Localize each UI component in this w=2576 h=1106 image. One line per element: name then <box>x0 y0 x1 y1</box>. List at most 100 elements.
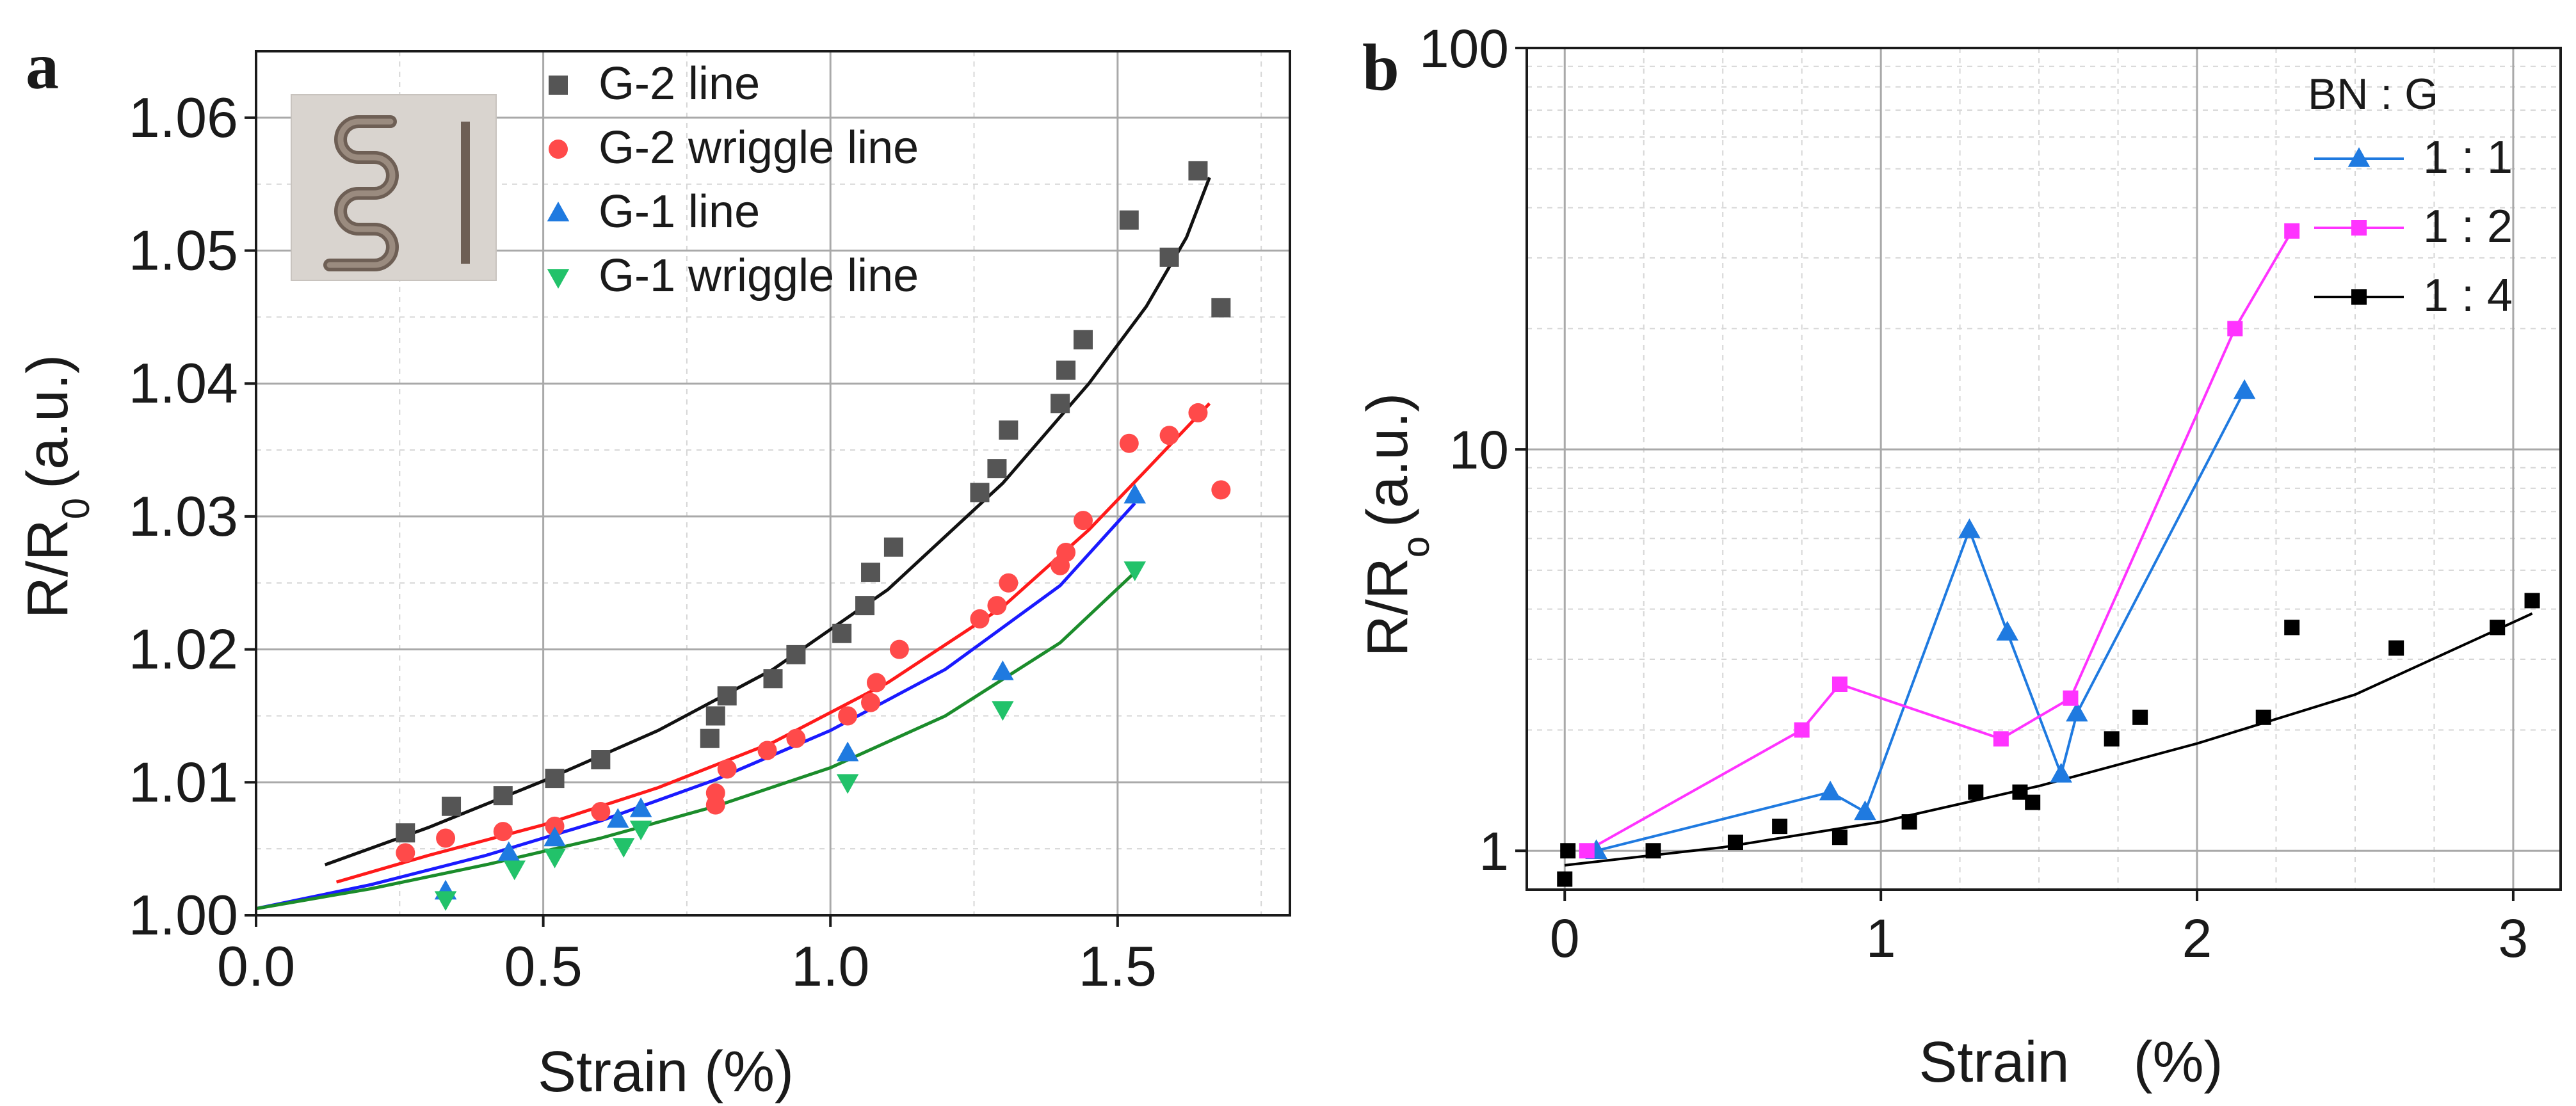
y-tick-label: 1.05 <box>129 219 238 282</box>
legend-label: G-2 wriggle line <box>599 122 919 173</box>
data-point-g-2-wriggle-line <box>717 759 737 779</box>
data-point-g-2-wriggle-line <box>1074 511 1093 531</box>
data-point-1-to-4 <box>1772 819 1788 835</box>
series-line-1-to-1 <box>1596 390 2246 853</box>
data-point-1-to-4 <box>2132 709 2148 725</box>
data-point-g-2-wriggle-line <box>1188 403 1208 422</box>
data-point-g-2-wriggle-line <box>396 843 415 863</box>
panel-b-letter: b <box>1362 31 1399 104</box>
legend-marker <box>547 202 570 221</box>
x-tick-label: 1 <box>1866 908 1896 968</box>
y-tick-label: 1 <box>1479 821 1509 881</box>
data-point-g-2-line <box>1119 210 1139 230</box>
data-point-1-to-4 <box>2490 620 2506 636</box>
data-point-g-1-wriggle-line <box>629 821 652 840</box>
y-tick-label: 1.01 <box>129 750 238 813</box>
data-point-g-2-wriggle-line <box>757 741 777 760</box>
data-point-g-2-line <box>1056 360 1076 380</box>
legend-marker <box>2347 147 2371 167</box>
data-point-g-2-wriggle-line <box>591 802 611 821</box>
data-point-g-1-wriggle-line <box>434 891 457 911</box>
data-point-g-1-line <box>629 797 652 817</box>
data-point-g-2-wriggle-line <box>838 706 858 726</box>
data-point-g-2-line <box>832 623 852 643</box>
data-point-g-2-line <box>861 563 881 582</box>
data-point-1-to-4 <box>1901 814 1917 830</box>
data-point-g-1-wriggle-line <box>612 838 635 858</box>
data-point-1-to-4 <box>2255 709 2271 725</box>
y-tick-label: 1.03 <box>129 485 238 548</box>
y-tick-label: 1.02 <box>129 618 238 681</box>
panel-b-ylabel: R/Ro(a.u.) <box>1356 393 1437 657</box>
data-point-g-2-wriggle-line <box>1159 426 1179 445</box>
data-point-g-1-line <box>497 841 520 862</box>
data-point-g-2-line <box>1159 247 1179 267</box>
panel-a-letter: a <box>26 29 59 103</box>
data-point-g-2-wriggle-line <box>889 639 909 659</box>
legend-label: G-1 wriggle line <box>599 250 919 301</box>
data-point-g-2-line <box>970 483 990 502</box>
data-point-g-2-line <box>700 728 720 748</box>
data-point-1-to-1 <box>1819 780 1842 801</box>
y-tick-label: 1.06 <box>129 86 238 149</box>
data-point-1-to-4 <box>1968 784 1984 800</box>
y-tick-label: 1.00 <box>129 883 238 947</box>
data-point-1-to-2 <box>1993 731 2009 747</box>
legend-marker <box>549 76 568 95</box>
fit-curve-g-1-wriggle-line <box>255 571 1136 911</box>
data-point-g-2-line <box>545 769 565 789</box>
data-point-g-2-line <box>717 686 737 706</box>
x-tick-label: 3 <box>2499 908 2529 968</box>
data-point-g-1-wriggle-line <box>503 860 526 881</box>
data-point-1-to-4 <box>2012 784 2028 800</box>
data-point-1-to-4 <box>1645 843 1661 859</box>
data-point-g-2-wriggle-line <box>970 609 990 629</box>
legend-marker <box>2351 220 2367 236</box>
svg-text:R/Ro(a.u.): R/Ro(a.u.) <box>1356 393 1437 657</box>
x-tick-label: 0 <box>1550 908 1580 968</box>
data-point-1-to-2 <box>1579 843 1595 859</box>
legend-marker <box>2351 289 2367 305</box>
data-point-g-2-wriggle-line <box>999 573 1018 593</box>
panel-b-legend: BN : G 1 : 1 1 : 2 1 : 4 <box>2308 70 2513 321</box>
x-tick-label: 0.5 <box>504 934 582 998</box>
panel-b-lines <box>1565 230 2533 867</box>
data-point-g-2-line <box>493 786 513 806</box>
data-point-g-1-line <box>607 808 629 828</box>
x-tick-label: 1.0 <box>791 934 869 998</box>
data-point-1-to-4 <box>2025 794 2041 810</box>
data-point-1-to-1 <box>1996 621 2018 641</box>
data-point-g-1-wriggle-line <box>836 774 859 794</box>
legend-label: 1 : 4 <box>2423 270 2513 321</box>
data-point-1-to-2 <box>2063 690 2079 706</box>
x-tick-label: 0.0 <box>217 934 295 998</box>
data-point-g-1-line <box>992 660 1014 680</box>
panel-a-data-points <box>396 161 1231 911</box>
data-point-g-2-line <box>855 596 875 616</box>
fit-curve-g-2-wriggle-line <box>335 402 1211 884</box>
data-point-g-2-line <box>999 420 1018 440</box>
data-point-g-1-wriggle-line <box>543 848 566 869</box>
data-point-g-2-wriggle-line <box>786 728 806 748</box>
fit-curve-g-1-line <box>255 502 1136 911</box>
data-point-g-2-wriggle-line <box>1119 433 1139 453</box>
data-point-g-2-wriggle-line <box>545 816 565 836</box>
y-tick-label: 100 <box>1419 19 1509 79</box>
data-point-g-1-line <box>836 741 859 762</box>
data-point-1-to-4 <box>1560 843 1576 859</box>
straight-line-sample <box>461 122 470 264</box>
data-point-1-to-4 <box>1557 871 1573 887</box>
data-point-g-2-line <box>1211 298 1231 317</box>
data-point-g-2-wriggle-line <box>436 828 456 848</box>
data-point-1-to-1 <box>1958 518 1981 538</box>
panel-a-ylabel: R/R0(a.u.) <box>16 355 97 618</box>
data-point-g-2-line <box>1051 394 1070 413</box>
legend-title: BN : G <box>2308 70 2438 118</box>
data-point-1-to-4 <box>2104 731 2120 747</box>
legend-marker <box>549 140 568 159</box>
data-point-g-2-wriggle-line <box>861 693 881 712</box>
panel-a-xlabel: Strain (%) <box>538 1040 794 1104</box>
